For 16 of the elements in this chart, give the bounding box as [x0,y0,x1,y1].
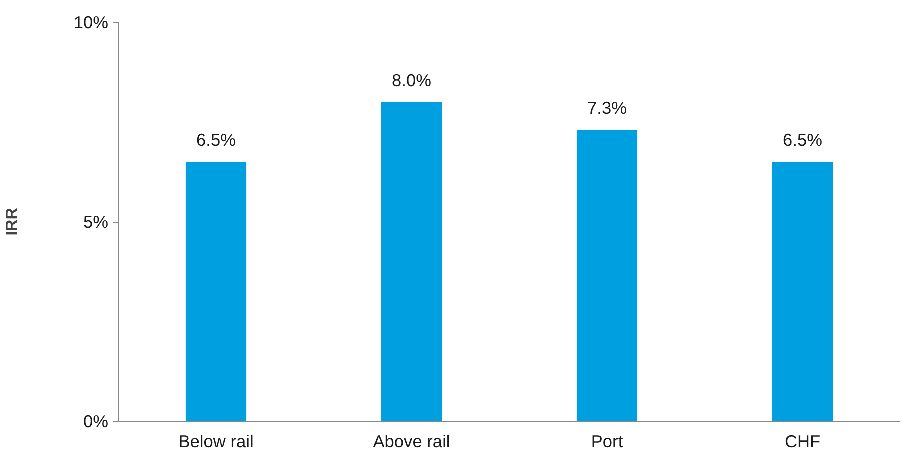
bar [186,162,247,422]
y-tick-label: 5% [83,212,108,232]
bar [576,130,638,422]
x-tick-label: CHF [784,432,821,452]
x-tick-label: Port [591,432,624,452]
bar [772,162,834,422]
y-axis-title: IRR [4,208,21,236]
x-tick-label: Below rail [178,432,254,452]
data-label: 6.5% [783,130,822,150]
data-label: 7.3% [588,98,627,118]
y-tick-label: 10% [74,12,109,32]
x-tick-label: Above rail [373,432,450,452]
data-label: 6.5% [196,130,236,150]
y-tick-label: 0% [83,412,108,432]
data-label: 8.0% [392,70,432,90]
bar [381,102,442,422]
